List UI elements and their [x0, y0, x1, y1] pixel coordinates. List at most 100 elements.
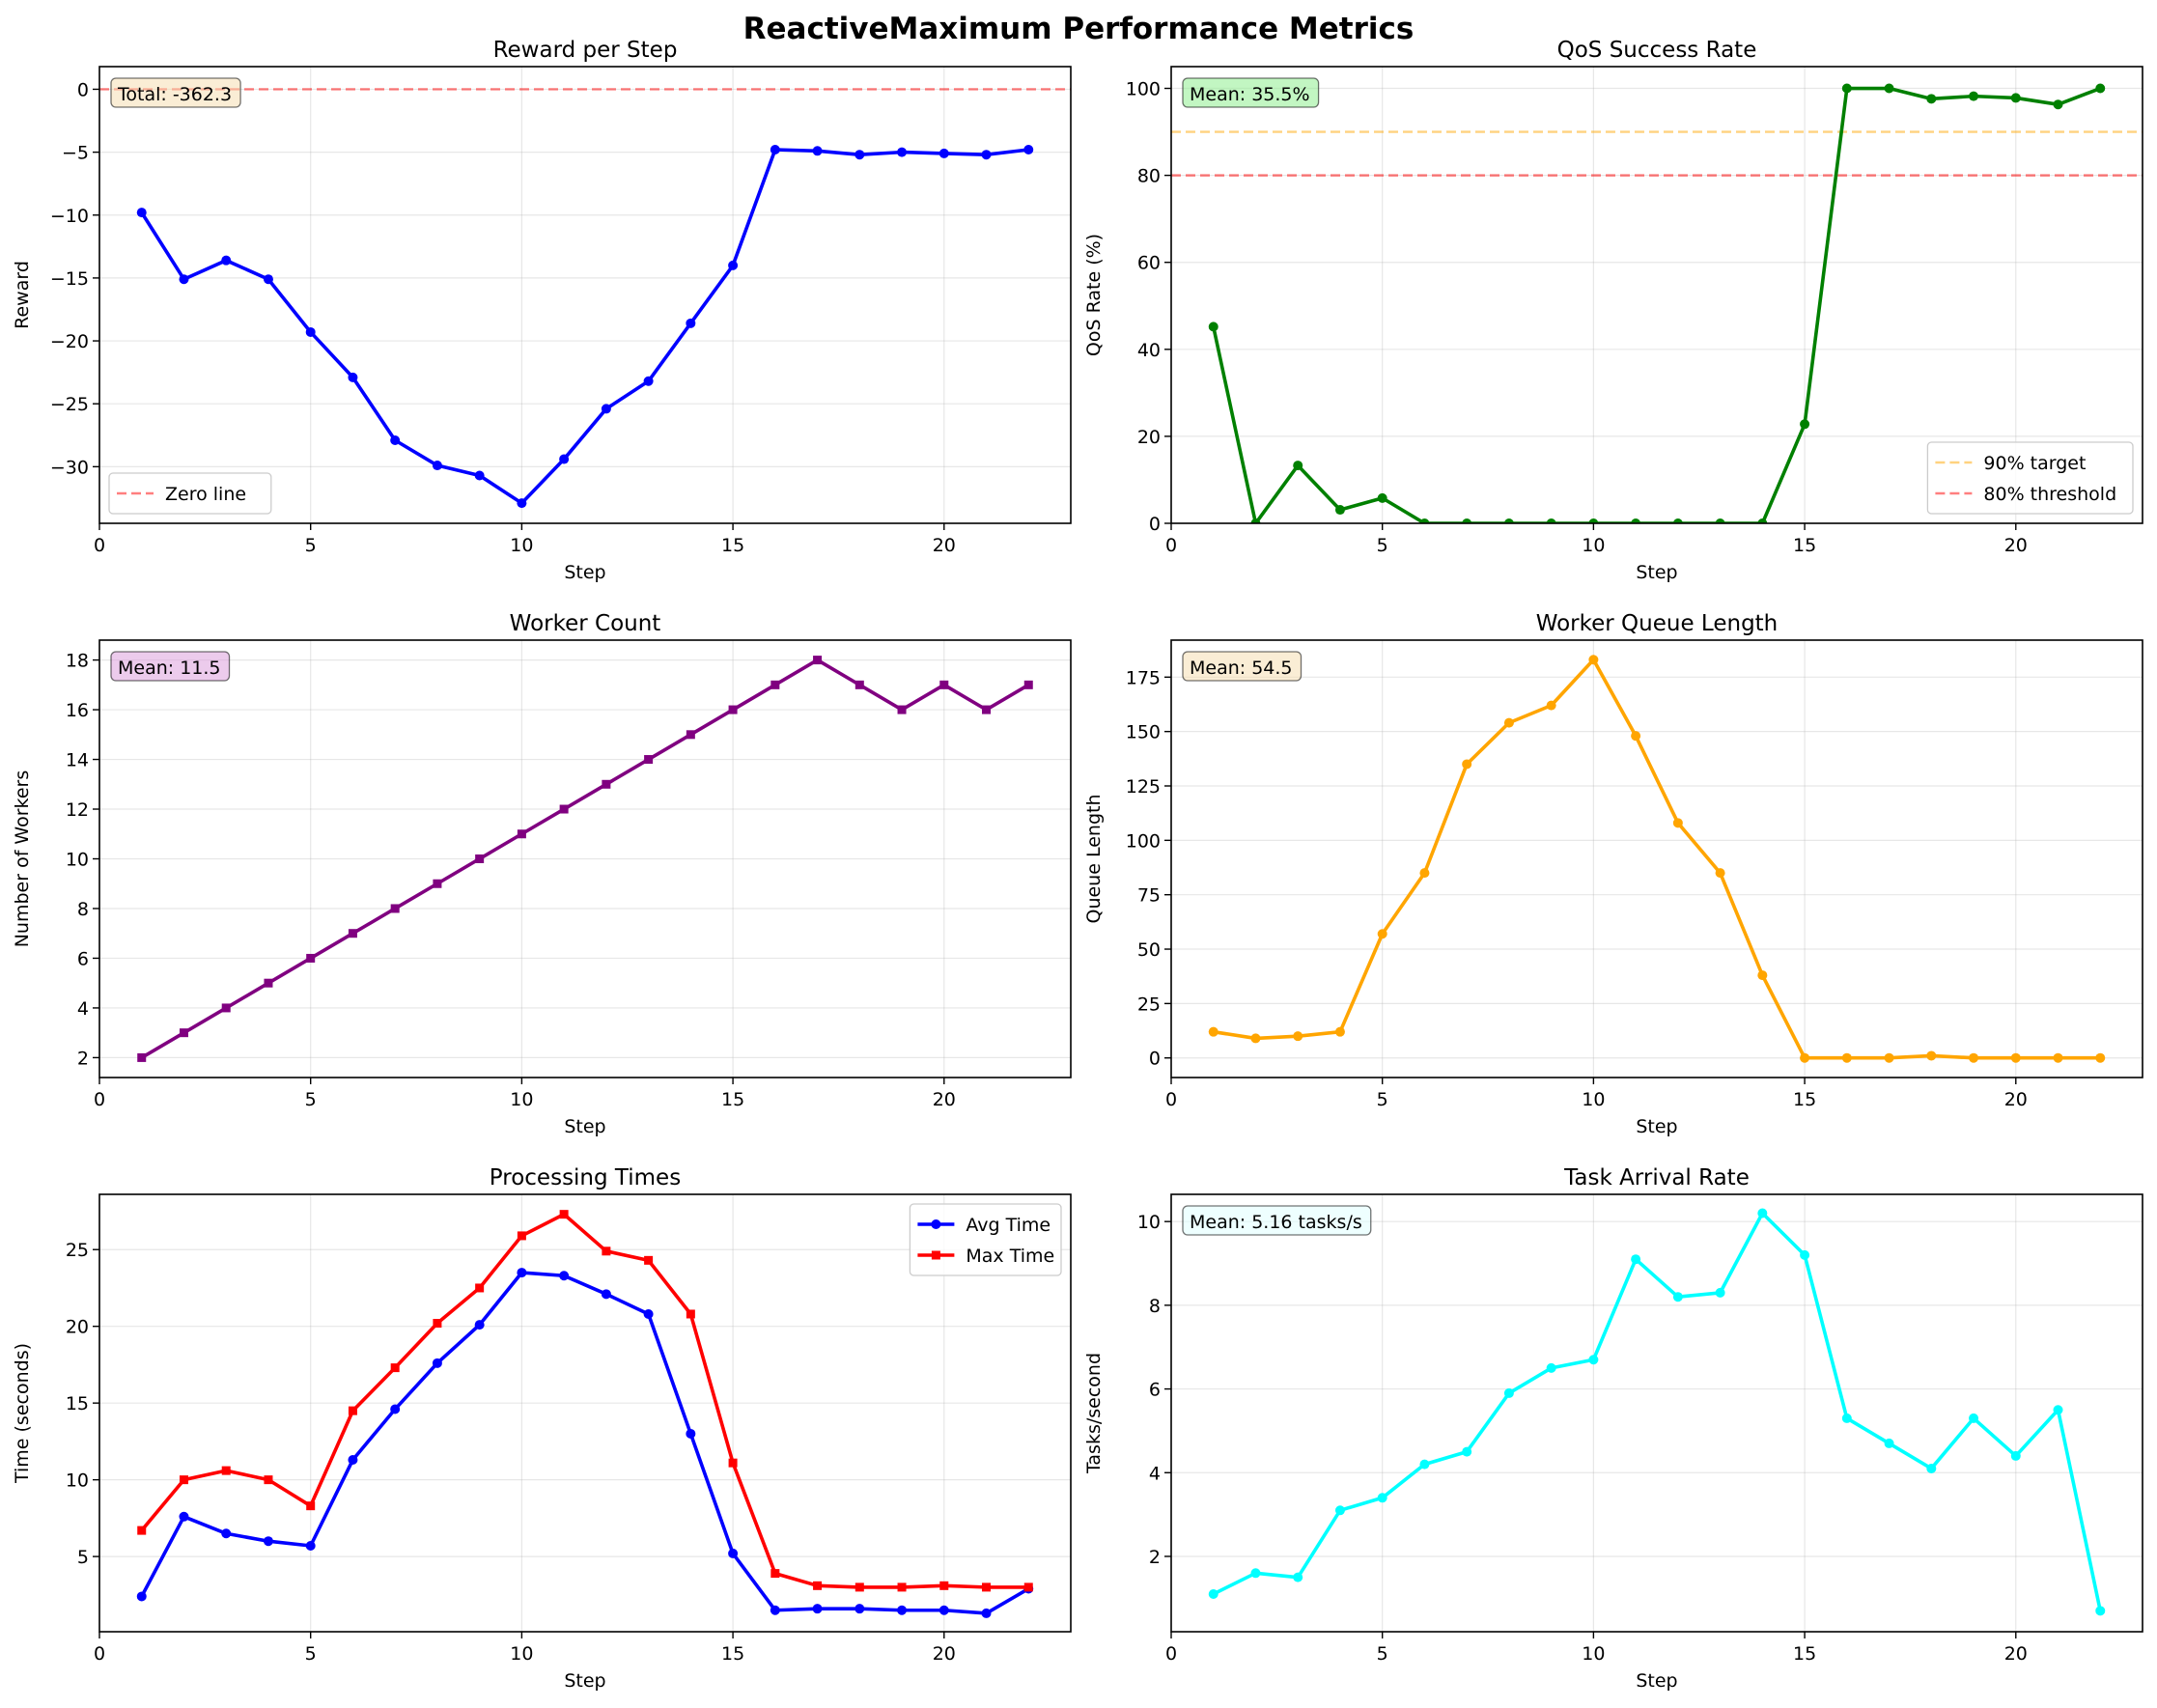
y-tick-label: 4: [1149, 1463, 1161, 1484]
y-tick-label: 5: [77, 1547, 89, 1568]
data-point: [1588, 518, 1599, 523]
data-point: [1462, 518, 1472, 523]
x-tick-label: 15: [721, 535, 744, 556]
data-point: [433, 1319, 442, 1329]
y-tick-label: 80: [1137, 166, 1161, 187]
data-point: [1503, 518, 1514, 523]
y-tick-label: −20: [50, 331, 89, 352]
series-1: [1208, 83, 2106, 523]
y-tick-label: 8: [1149, 1296, 1161, 1317]
series-line: [140, 1212, 1029, 1589]
data-point: [348, 1454, 358, 1465]
data-point: [137, 1526, 147, 1535]
data-point: [475, 1283, 485, 1293]
x-axis-label: Step: [564, 1670, 605, 1692]
y-tick-label: 20: [1137, 427, 1161, 448]
series-line: [1212, 1211, 2103, 1611]
data-point: [854, 680, 864, 689]
x-tick-label: 5: [1377, 1643, 1388, 1665]
data-point: [1293, 1031, 1303, 1042]
data-point: [517, 1231, 526, 1241]
y-tick-label: 12: [66, 799, 89, 821]
series-1: [1208, 655, 2106, 1063]
data-point: [432, 1358, 442, 1368]
data-point: [1631, 731, 1641, 742]
y-tick-label: 175: [1126, 667, 1161, 688]
data-point: [728, 1548, 739, 1558]
x-tick-label: 0: [1165, 1089, 1177, 1110]
axes-frame: [1170, 1193, 2143, 1633]
data-point: [1969, 1052, 1979, 1063]
data-point: [686, 1428, 696, 1439]
chart-title: Task Arrival Rate: [1563, 1165, 1750, 1190]
data-point: [1334, 1505, 1345, 1516]
y-tick-label: 10: [66, 850, 89, 871]
annotation-frame: [110, 651, 231, 682]
chart-panel-4: 0 5 10 15 20 0 25 50 75 100 125 150 175 Worker Queue …: [1083, 611, 2143, 1137]
y-tick-label: −5: [62, 143, 89, 164]
data-point: [1969, 1413, 1979, 1423]
y-tick-label: 2: [77, 1048, 89, 1069]
y-tick-label: 18: [66, 651, 89, 672]
data-point: [1715, 518, 1725, 523]
data-point: [2095, 83, 2106, 94]
series-1: [136, 1268, 1034, 1618]
data-point: [1757, 970, 1768, 981]
data-point: [2095, 1606, 2106, 1616]
data-point: [1208, 322, 1219, 332]
series-1: [1208, 1208, 2106, 1616]
annotation-text: Mean: 54.5: [1190, 658, 1293, 679]
y-tick-label: 4: [77, 998, 89, 1020]
data-point: [1800, 1249, 1810, 1260]
x-tick-label: 5: [1377, 535, 1388, 556]
data-point: [770, 680, 780, 689]
data-point: [1926, 94, 1937, 104]
y-tick-label: 25: [1137, 994, 1161, 1015]
data-point: [686, 318, 696, 328]
data-point: [1293, 461, 1303, 471]
x-axis-label: Step: [1636, 1116, 1677, 1137]
legend: Avg Time Max Time: [909, 1203, 1062, 1276]
y-tick-label: 125: [1126, 776, 1161, 798]
series-line: [140, 1271, 1030, 1615]
x-tick-label: 10: [1582, 1643, 1605, 1665]
data-point: [1503, 1387, 1514, 1398]
x-tick-label: 15: [721, 1643, 744, 1665]
chart-title: QoS Success Rate: [1557, 38, 1757, 63]
x-tick-label: 15: [721, 1089, 744, 1110]
data-point: [390, 1363, 400, 1373]
data-point: [559, 804, 569, 814]
legend-frame: [909, 1203, 1062, 1276]
data-point: [728, 260, 739, 270]
y-tick-label: 0: [1149, 514, 1161, 535]
chart-panel-2: 0 5 10 15 20 0 20 40 60 80 100 QoS Success Rate Step…: [1083, 38, 2143, 583]
x-tick-label: 20: [933, 535, 956, 556]
annotation-frame: [1182, 651, 1303, 682]
y-tick-label: 0: [77, 79, 89, 100]
y-tick-label: 6: [1149, 1380, 1161, 1401]
data-point: [1419, 518, 1430, 523]
y-axis-label: Queue Length: [1083, 795, 1105, 924]
annotation-box: Mean: 11.5: [110, 651, 231, 682]
data-point: [1293, 1572, 1303, 1582]
data-point: [348, 929, 357, 938]
data-point: [517, 1268, 527, 1278]
legend-label: 80% threshold: [1983, 484, 2116, 505]
x-tick-label: 5: [1377, 1089, 1388, 1110]
data-point: [939, 1581, 949, 1590]
data-point: [1884, 83, 1894, 94]
y-tick-label: 100: [1126, 79, 1161, 100]
series-2: [137, 1210, 1033, 1592]
y-tick-label: 20: [66, 1317, 89, 1338]
legend-entry: Max Time: [917, 1246, 1054, 1267]
data-point: [432, 461, 442, 471]
x-tick-label: 15: [1793, 1643, 1816, 1665]
data-point: [1588, 1355, 1599, 1365]
x-tick-label: 20: [2004, 535, 2028, 556]
data-point: [897, 705, 907, 714]
data-point: [1841, 1413, 1852, 1423]
legend-label: Max Time: [966, 1246, 1054, 1267]
data-point: [686, 730, 695, 740]
data-point: [221, 255, 232, 266]
data-point: [1672, 1292, 1683, 1302]
